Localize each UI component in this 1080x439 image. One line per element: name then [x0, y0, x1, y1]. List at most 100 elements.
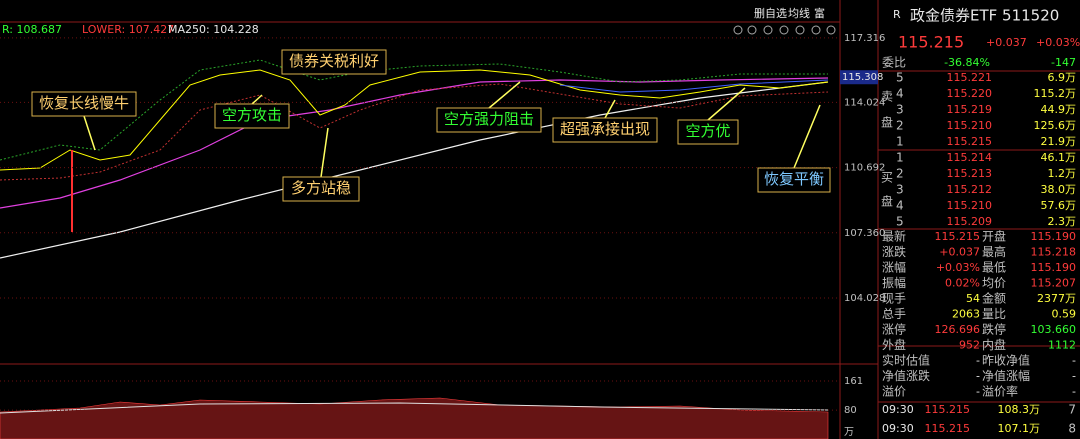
price-change: +0.037 [986, 36, 1027, 49]
annotation-box [436, 107, 542, 133]
row-volume: 115.2万 [1034, 87, 1077, 100]
stat-label: 量比 [982, 307, 1006, 321]
volume-area [0, 397, 829, 439]
stat-value: 103.660 [1031, 323, 1077, 336]
trade-price: 115.215 [925, 422, 971, 435]
row-label: 2 [896, 119, 904, 133]
row-label: 1 [896, 151, 904, 165]
toolbar-ma[interactable]: 均线 [788, 6, 810, 20]
y-tick-label: 110.692 [844, 163, 885, 174]
stat-value: - [976, 385, 980, 398]
row-volume: 1.2万 [1048, 167, 1077, 180]
stat-value: 115.190 [1031, 261, 1077, 274]
row-label: 2 [896, 167, 904, 181]
annotation-box [281, 49, 387, 75]
stat-value: +0.03% [936, 261, 980, 274]
y-tick-label: 114.024 [844, 97, 885, 108]
annotation-arrow [707, 87, 746, 121]
ask-side-label: 卖 [881, 90, 893, 104]
row-volume: 2.3万 [1048, 215, 1077, 228]
stat-value: 2377万 [1037, 292, 1076, 305]
stat-value: 126.696 [935, 323, 981, 336]
row-price: 115.215 [947, 135, 993, 148]
stat-label: 昨收净值 [982, 353, 1030, 368]
stat-label: 外盘 [882, 337, 906, 352]
stat-value: 54 [966, 292, 980, 305]
stat-label: 涨跌 [882, 244, 906, 259]
stat-label: 涨幅 [882, 260, 906, 275]
row-volume: 6.9万 [1048, 71, 1077, 84]
last-price: 115.215 [898, 33, 964, 52]
ma250-line [0, 81, 829, 259]
trade-time: 09:30 [882, 403, 914, 416]
stat-label: 开盘 [982, 229, 1006, 244]
stat-label: 均价 [982, 276, 1006, 290]
stat-label: 振幅 [882, 275, 906, 290]
stat-label: 最高 [982, 244, 1006, 259]
row-volume: 21.9万 [1041, 135, 1077, 148]
stat-label: 金额 [982, 291, 1006, 306]
row-volume: 46.1万 [1041, 151, 1077, 164]
price-change-pct: +0.03% [1036, 36, 1080, 49]
toolbar-delete[interactable]: 删自选 [754, 7, 787, 20]
stat-label: 净值涨跌 [882, 368, 930, 383]
indicator-ma250: MA250: 104.228 [168, 23, 259, 36]
row-price: 115.221 [947, 71, 993, 84]
annotation-arrow [83, 115, 96, 151]
toolbar-icons[interactable] [733, 25, 836, 35]
annotation-arrow [604, 99, 616, 119]
price-line [0, 69, 829, 171]
row-price: 115.210 [947, 119, 993, 132]
annotation-box [214, 103, 290, 129]
row-volume: 38.0万 [1041, 183, 1077, 196]
annotation: 超强承接出现 [560, 120, 650, 138]
row-label: 3 [896, 183, 904, 197]
annotation-box [757, 167, 831, 193]
trade-price: 115.215 [925, 403, 971, 416]
bid-side-label: 盘 [881, 194, 893, 209]
stat-value: +0.037 [939, 246, 980, 259]
current-price-label: 115.308 [842, 72, 883, 83]
stat-label: 净值涨幅 [982, 368, 1030, 383]
row-price: 115.212 [947, 183, 993, 196]
trade-volume: 108.3万 [998, 403, 1041, 416]
stat-label: 溢价率 [982, 384, 1018, 399]
stat-value: 115.215 [935, 230, 981, 243]
annotation: 恢复长线慢牛 [39, 94, 129, 112]
ask-side-label: 盘 [881, 115, 893, 130]
annotation-box [552, 117, 658, 143]
row-price: 115.219 [947, 103, 993, 116]
stat-label: 跌停 [982, 322, 1006, 337]
y-tick-label: 117.316 [844, 33, 885, 44]
stat-value: 115.207 [1031, 277, 1077, 290]
volume-tick-label: 80 [844, 405, 857, 416]
stat-value: - [976, 354, 980, 367]
stat-value: 0.02% [945, 277, 980, 290]
indicator-upper: R: 108.687 [2, 23, 62, 36]
y-tick-label: 107.360 [844, 228, 885, 239]
row-price: 115.209 [947, 215, 993, 228]
stat-value: - [1072, 385, 1076, 398]
row-label: 4 [896, 87, 904, 101]
volume-tick-label: 161 [844, 376, 863, 387]
stat-label: 溢价 [882, 385, 906, 399]
ma-short [559, 79, 829, 93]
annotation-box [677, 119, 739, 145]
annotation-arrow [488, 81, 521, 109]
row-label: 5 [896, 215, 904, 229]
trade-count: 7 [1068, 403, 1076, 417]
annotation: 多方站稳 [291, 179, 351, 197]
indicator-lower: LOWER: 107.427 [82, 23, 174, 36]
stat-label: 内盘 [982, 337, 1006, 352]
stat-label: 现手 [882, 292, 906, 306]
row-price: 115.210 [947, 199, 993, 212]
stat-label: 最低 [982, 261, 1006, 275]
toolbar-rich[interactable]: 富 [814, 6, 825, 20]
row-volume: 57.6万 [1041, 199, 1077, 212]
annotation-arrow [251, 94, 263, 105]
ratio-label: 委比 [882, 56, 906, 70]
annotation-box [282, 176, 360, 202]
stat-label: 最新 [882, 229, 906, 244]
stat-value: 115.218 [1031, 246, 1077, 259]
